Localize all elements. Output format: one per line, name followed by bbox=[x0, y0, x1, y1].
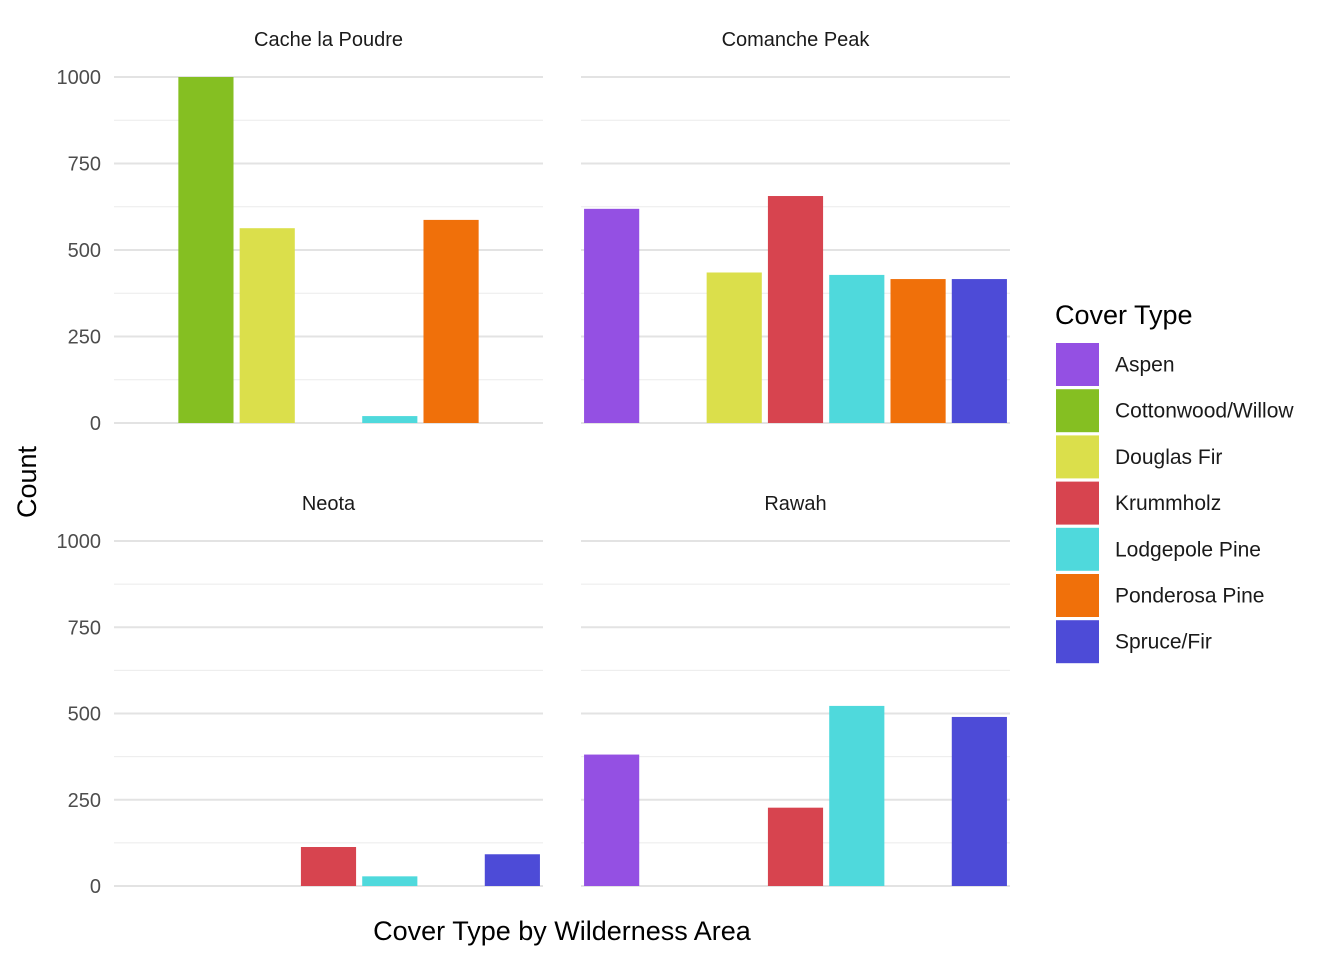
legend-key bbox=[1056, 343, 1099, 386]
bar-krummholz bbox=[300, 847, 357, 886]
facet-title: Rawah bbox=[764, 493, 826, 515]
panel-0: 0 250 500 750 1000 bbox=[57, 67, 543, 435]
bar-ponderosa-pine bbox=[423, 219, 479, 423]
bar-aspen bbox=[584, 754, 640, 886]
bar-lodgepole-pine bbox=[362, 416, 418, 423]
legend-label: Lodgepole Pine bbox=[1115, 538, 1261, 561]
bar-spruce-fir bbox=[484, 854, 540, 886]
y-tick-label: 750 bbox=[68, 154, 101, 176]
legend-key bbox=[1056, 389, 1099, 433]
y-axis-title: Count bbox=[12, 445, 42, 518]
facet-title: Comanche Peak bbox=[722, 29, 871, 51]
y-tick-label: 500 bbox=[68, 704, 101, 726]
y-tick-label: 0 bbox=[90, 413, 101, 435]
panel-1 bbox=[581, 76, 1010, 424]
legend-label: Aspen bbox=[1115, 354, 1175, 377]
legend-key bbox=[1056, 435, 1099, 479]
facet-titles: Cache la Poudre Comanche Peak Neota Rawah bbox=[254, 29, 870, 515]
y-tick-label: 250 bbox=[68, 790, 101, 812]
legend-key bbox=[1056, 481, 1099, 525]
y-tick-label: 250 bbox=[68, 327, 101, 349]
facet-title: Cache la Poudre bbox=[254, 29, 403, 51]
y-tick-label: 1000 bbox=[57, 531, 102, 553]
legend-key bbox=[1056, 620, 1099, 664]
bar-spruce-fir bbox=[951, 279, 1007, 423]
legend-item: Krummholz bbox=[1056, 481, 1221, 525]
bar-lodgepole-pine bbox=[829, 705, 885, 886]
bar-douglas-fir bbox=[239, 228, 295, 423]
y-tick-label: 500 bbox=[68, 240, 101, 262]
chart-panels: 0 250 500 750 1000 0 250 500 750 1000 bbox=[57, 67, 1010, 898]
y-tick-label: 1000 bbox=[57, 67, 102, 89]
legend-label: Ponderosa Pine bbox=[1115, 585, 1264, 608]
legend-items: Aspen Cottonwood/Willow Douglas Fir Krummho… bbox=[1056, 343, 1294, 664]
legend-title: Cover Type bbox=[1055, 300, 1193, 330]
legend-item: Aspen bbox=[1056, 343, 1175, 386]
x-axis-title: Cover Type by Wilderness Area bbox=[373, 916, 752, 946]
legend-item: Spruce/Fir bbox=[1056, 620, 1212, 664]
legend-label: Cottonwood/Willow bbox=[1115, 400, 1294, 423]
legend-item: Cottonwood/Willow bbox=[1056, 389, 1294, 433]
legend: Cover Type Aspen Cottonwood/Willow Douglas… bbox=[1055, 300, 1294, 664]
bar-krummholz bbox=[767, 196, 824, 423]
bar-krummholz bbox=[767, 807, 824, 886]
bar-lodgepole-pine bbox=[362, 876, 418, 886]
legend-label: Krummholz bbox=[1115, 492, 1221, 515]
legend-key bbox=[1056, 574, 1099, 617]
panel-2: 0 250 500 750 1000 bbox=[57, 531, 543, 898]
y-tick-label: 0 bbox=[90, 876, 101, 898]
legend-item: Douglas Fir bbox=[1056, 435, 1222, 479]
bar-aspen bbox=[584, 208, 640, 423]
bar-ponderosa-pine bbox=[890, 279, 946, 423]
legend-item: Lodgepole Pine bbox=[1056, 527, 1261, 571]
legend-item: Ponderosa Pine bbox=[1056, 574, 1264, 617]
bar-cottonwood-willow bbox=[178, 77, 234, 423]
bar-spruce-fir bbox=[951, 716, 1007, 886]
legend-label: Spruce/Fir bbox=[1115, 631, 1212, 654]
legend-label: Douglas Fir bbox=[1115, 446, 1222, 469]
y-tick-label: 750 bbox=[68, 617, 101, 639]
bar-lodgepole-pine bbox=[829, 274, 885, 423]
panel-3 bbox=[581, 540, 1010, 887]
facet-title: Neota bbox=[302, 493, 356, 515]
legend-key bbox=[1056, 527, 1099, 571]
bar-douglas-fir bbox=[706, 272, 762, 423]
